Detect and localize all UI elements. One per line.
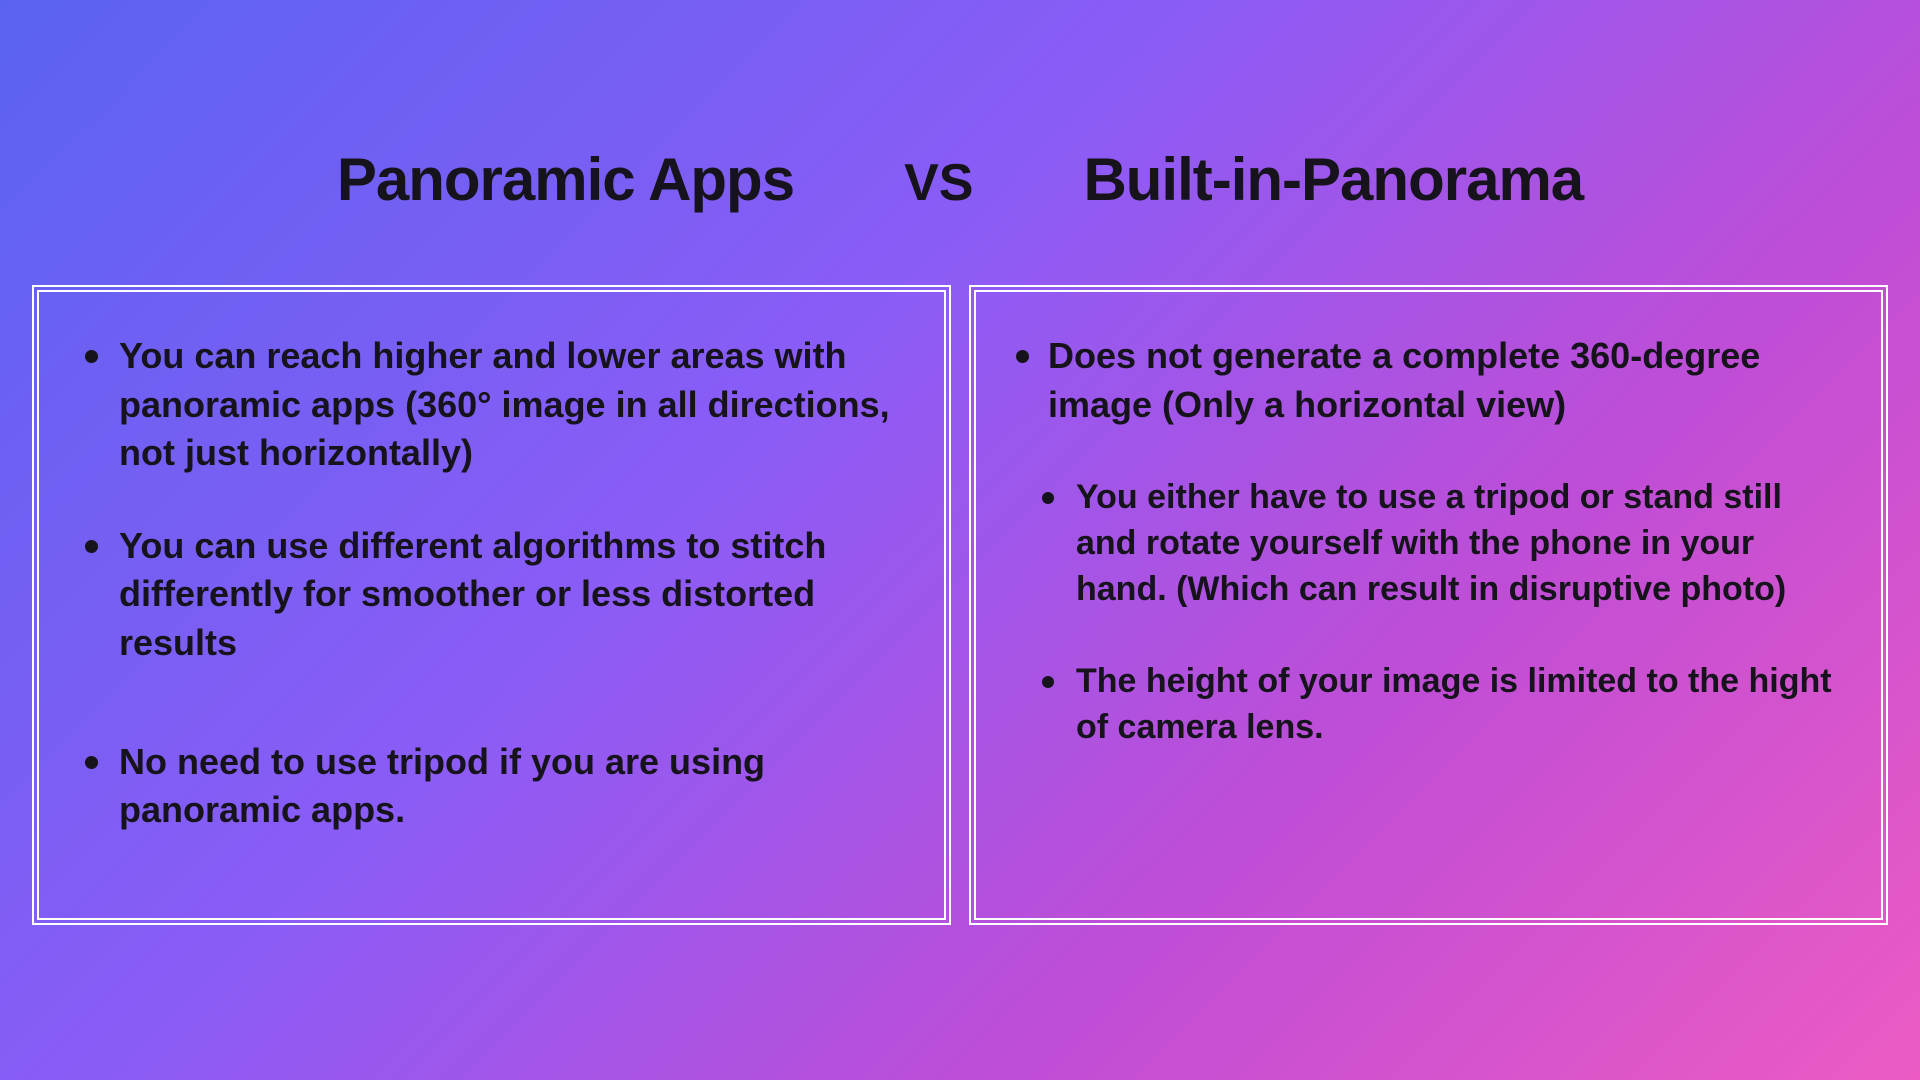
left-list: You can reach higher and lower areas wit… bbox=[61, 332, 914, 835]
right-list: Does not generate a complete 360-degree … bbox=[998, 332, 1851, 751]
list-item: The height of your image is limited to t… bbox=[998, 659, 1851, 751]
list-item: Does not generate a complete 360-degree … bbox=[998, 332, 1851, 429]
infographic-canvas: Panoramic Apps VS Built-in-Panorama You … bbox=[0, 0, 1920, 1080]
vs-label: VS bbox=[904, 153, 973, 213]
list-item: No need to use tripod if you are using p… bbox=[61, 738, 914, 835]
right-title: Built-in-Panorama bbox=[1083, 145, 1583, 214]
list-item: You can use different algorithms to stit… bbox=[61, 522, 914, 668]
list-item: You can reach higher and lower areas wit… bbox=[61, 332, 914, 478]
right-panel: Does not generate a complete 360-degree … bbox=[969, 285, 1888, 925]
list-item: You either have to use a tripod or stand… bbox=[998, 475, 1851, 613]
left-panel: You can reach higher and lower areas wit… bbox=[32, 285, 951, 925]
left-title: Panoramic Apps bbox=[337, 145, 794, 214]
comparison-columns: You can reach higher and lower areas wit… bbox=[32, 285, 1888, 925]
comparison-header: Panoramic Apps VS Built-in-Panorama bbox=[0, 145, 1920, 214]
